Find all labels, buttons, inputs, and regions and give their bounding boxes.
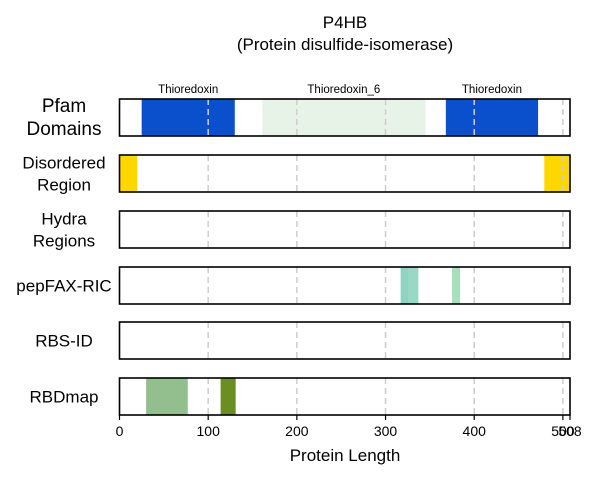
track-label: Pfam <box>42 96 86 117</box>
feature-bar <box>445 99 539 136</box>
feature-bar <box>220 378 236 415</box>
tracks-group: Thioredoxin Thioredoxin_6 ThioredoxinPfamD… <box>16 84 571 416</box>
x-tick-label: 508 <box>558 423 582 439</box>
feature-bar <box>262 99 426 136</box>
track-label: Regions <box>33 232 95 251</box>
track-label: Disordered <box>22 154 105 173</box>
track-label: pepFAX-RIC <box>16 277 111 296</box>
domain-label: Thioredoxin <box>462 84 522 96</box>
chart-subtitle: (Protein disulfide-isomerase) <box>237 35 453 54</box>
track-label: RBDmap <box>30 388 99 407</box>
track-label: Domains <box>27 119 102 140</box>
domain-label: Thioredoxin_6 <box>307 84 380 96</box>
chart-title: P4HB <box>323 13 367 32</box>
feature-bar <box>408 267 419 304</box>
track-frame <box>118 266 571 305</box>
x-axis-title: Protein Length <box>290 446 401 465</box>
feature-bar <box>141 99 235 136</box>
track-label: RBS-ID <box>35 332 93 351</box>
track-frame <box>118 154 571 193</box>
track-label: Hydra <box>41 210 87 229</box>
x-tick-label: 300 <box>374 423 398 439</box>
x-tick-label: 0 <box>116 423 124 439</box>
feature-bar <box>452 267 461 304</box>
x-tick-label: 200 <box>285 423 309 439</box>
track-frame <box>118 210 571 249</box>
track: Thioredoxin Thioredoxin_6 Thioredoxin PfamD… <box>27 84 571 140</box>
domain-label: Thioredoxin <box>158 84 218 96</box>
feature-bar <box>544 155 570 192</box>
track: RBDmap <box>30 377 571 416</box>
track: pepFAX-RIC <box>16 266 571 305</box>
track: RBS-ID <box>35 321 571 360</box>
x-tick-label: 100 <box>197 423 221 439</box>
track-frame <box>118 321 571 360</box>
feature-bar <box>119 155 138 192</box>
x-tick-label: 400 <box>463 423 487 439</box>
feature-bar <box>400 267 409 304</box>
x-tick-label: 500 <box>551 423 575 439</box>
track: Disordered Region <box>22 154 571 195</box>
feature-bar <box>146 378 188 415</box>
track: Hydra Regions <box>33 210 571 251</box>
track-label: Region <box>37 176 91 195</box>
track-frame <box>118 98 571 137</box>
track-frame <box>118 377 571 416</box>
